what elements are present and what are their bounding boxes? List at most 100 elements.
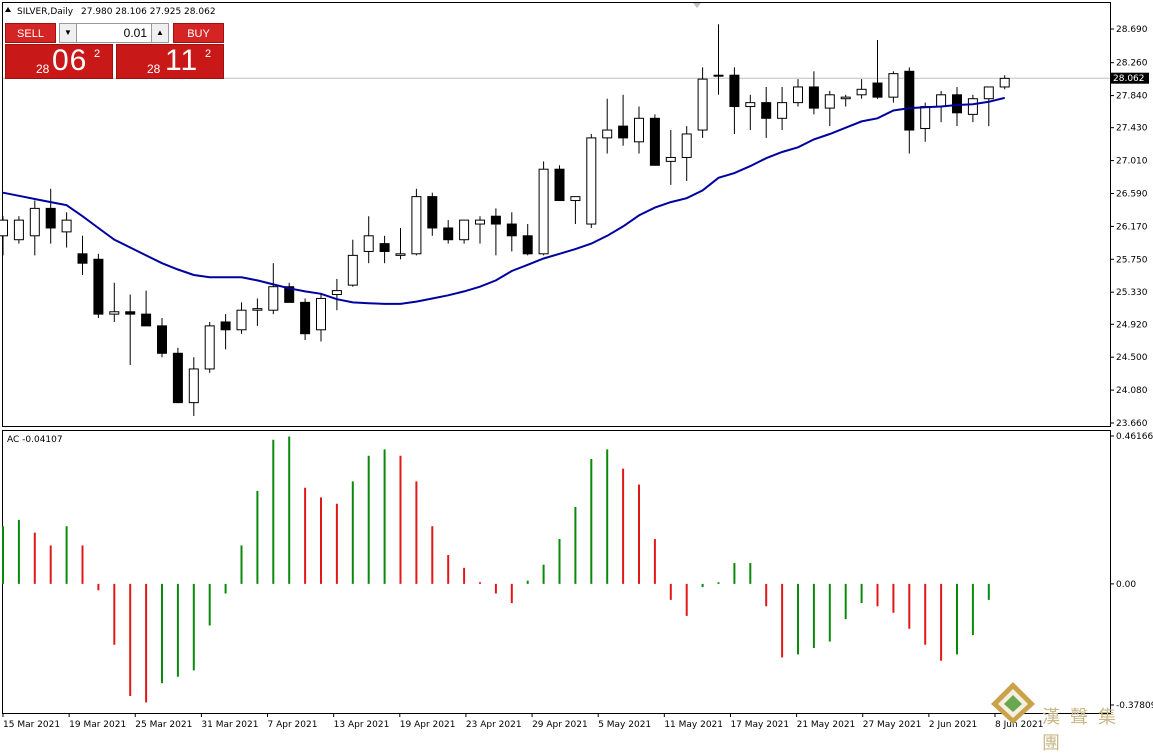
candle-down (379, 243, 390, 252)
candle-up (586, 137, 597, 225)
indicator-panel (2, 430, 1111, 714)
candle-down (904, 70, 915, 131)
y-tick-label: 26.590 (1116, 189, 1148, 199)
candle-up (967, 98, 978, 115)
x-tick-label: 25 Mar 2021 (135, 720, 192, 730)
sell-price-main: 06 (52, 44, 88, 77)
buy-price-box[interactable]: 28 11 2 (116, 44, 224, 79)
candle-up (824, 94, 835, 109)
company-logo-icon (991, 682, 1035, 724)
candle-up (665, 156, 676, 162)
candle-up (204, 325, 215, 370)
candle-up (538, 168, 549, 255)
candle-up (570, 196, 581, 202)
candle-up (920, 106, 931, 129)
candle-up (602, 129, 613, 139)
candle-up (331, 290, 342, 296)
company-watermark-text: 漢聲集團 (1042, 707, 1126, 754)
candle-down (618, 125, 629, 139)
candle-up (109, 311, 120, 315)
lot-size-input[interactable]: 0.01 (77, 23, 151, 43)
candle-up (999, 77, 1010, 88)
chart: 28.690 28.260 27.840 27.430 27.010 26.590 26.1… (0, 2, 1153, 730)
x-tick-label: 31 Mar 2021 (201, 720, 258, 730)
sell-price-prefix: 28 (36, 62, 50, 76)
current-price-label: 28.062 (1113, 74, 1145, 84)
candle-down (93, 258, 104, 315)
candle-down (284, 286, 295, 303)
buy-price-pip: 2 (205, 48, 212, 60)
y-tick-label: 27.840 (1116, 92, 1148, 102)
candle-down (443, 227, 454, 241)
candle-down (506, 223, 517, 237)
chart-ohlc-values: 27.980 28.106 27.925 28.062 (81, 7, 216, 17)
candle-up (268, 286, 279, 311)
moving-average-line (2, 96, 1005, 305)
candle-down (300, 301, 311, 335)
buy-button[interactable]: BUY (173, 23, 224, 43)
sell-price-box[interactable]: 28 06 2 (5, 44, 113, 79)
current-price-tag: 28.062 (1111, 72, 1149, 84)
x-tick-label: 15 Mar 2021 (3, 720, 60, 730)
candle-down (522, 235, 533, 255)
candle-up (0, 219, 8, 237)
candle-up (188, 368, 199, 404)
candle-down (77, 253, 88, 264)
x-tick-label: 27 May 2021 (863, 720, 922, 730)
candle-down (808, 86, 819, 109)
candle-down (125, 311, 136, 315)
sell-button[interactable]: SELL (5, 23, 56, 43)
candle-up (29, 207, 40, 237)
indicator-tick-label: 0.46166 (1116, 432, 1153, 442)
candle-up (745, 102, 756, 108)
candle-up (459, 219, 470, 241)
main-chart-panel (2, 2, 1111, 427)
candle-up (411, 196, 422, 255)
x-tick-label: 23 Apr 2021 (466, 720, 522, 730)
x-tick-label: 13 Apr 2021 (334, 720, 390, 730)
candle-up (840, 96, 851, 100)
x-tick-label: 8 Jun 2021 (995, 720, 1043, 730)
y-tick-label: 24.920 (1116, 320, 1148, 330)
candle-up (252, 308, 263, 311)
x-tick-label: 19 Apr 2021 (400, 720, 456, 730)
candle-up (856, 88, 867, 96)
y-tick-label: 27.010 (1116, 157, 1148, 167)
candle-up (777, 102, 788, 119)
chart-symbol-title: SILVER,Daily (17, 7, 74, 17)
indicator-tick-label: 0.00 (1116, 580, 1136, 590)
candle-down (45, 207, 56, 229)
lot-increase-button[interactable]: ▲ (151, 23, 169, 43)
buy-price-main: 11 (165, 44, 199, 77)
chart-shift-marker[interactable] (693, 3, 701, 8)
candle-down (761, 102, 772, 119)
chart-menu-icon[interactable] (5, 7, 11, 12)
y-tick-label: 25.750 (1116, 255, 1148, 265)
x-tick-label: 7 Apr 2021 (268, 720, 318, 730)
indicator-tick-label: -0.37809 (1116, 701, 1153, 711)
candle-up (713, 74, 724, 77)
candle-down (952, 94, 962, 114)
candle-up (236, 309, 247, 331)
candle-down (141, 313, 152, 327)
y-tick-label: 24.500 (1116, 353, 1148, 363)
lot-decrease-button[interactable]: ▼ (59, 23, 77, 43)
candle-up (793, 86, 803, 104)
candle-up (681, 133, 692, 158)
x-tick-label: 21 May 2021 (797, 720, 856, 730)
sell-price-pip: 2 (94, 48, 101, 60)
candle-up (395, 253, 406, 256)
candle-up (61, 219, 72, 233)
x-tick-label: 19 Mar 2021 (69, 720, 126, 730)
candle-up (888, 73, 899, 98)
x-tick-label: 17 May 2021 (730, 720, 789, 730)
candle-down (172, 352, 183, 404)
candle-up (316, 297, 326, 331)
y-tick-label: 28.260 (1116, 59, 1148, 69)
y-tick-label: 25.330 (1116, 288, 1148, 298)
candle-down (729, 74, 740, 108)
candle-up (347, 254, 358, 286)
y-tick-label: 24.080 (1116, 386, 1148, 396)
candle-down (554, 168, 565, 202)
y-tick-label: 26.170 (1116, 222, 1148, 232)
